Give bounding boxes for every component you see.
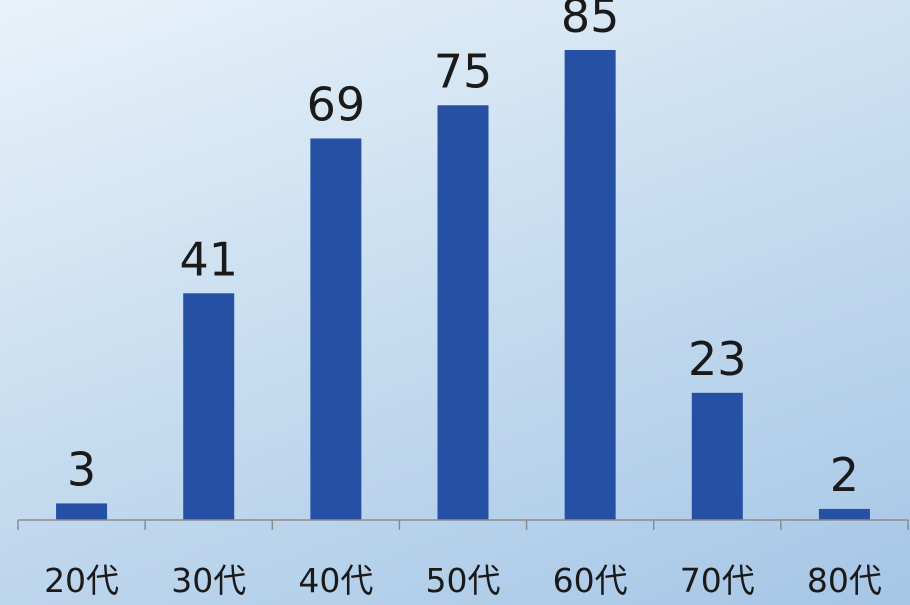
data-label-2: 41 (179, 232, 238, 286)
data-label-4: 75 (434, 44, 493, 98)
category-label-1: 20代 (44, 561, 119, 600)
data-label-7: 2 (830, 448, 859, 502)
category-label-2: 30代 (171, 561, 246, 600)
data-label-5: 85 (561, 0, 620, 43)
bar-1 (56, 503, 108, 520)
category-label-4: 50代 (426, 561, 501, 600)
category-label-3: 40代 (298, 561, 373, 600)
bars-group (56, 50, 870, 520)
category-label-7: 80代 (807, 561, 882, 600)
data-label-3: 69 (307, 77, 366, 131)
value-labels-group: 3 41 69 75 85 23 2 (67, 0, 859, 502)
data-label-6: 23 (688, 332, 747, 386)
category-label-6: 70代 (680, 561, 755, 600)
data-label-1: 3 (67, 442, 96, 496)
bar-6 (691, 392, 743, 520)
bar-2 (183, 293, 235, 520)
category-labels-group: 20代 30代 40代 50代 60代 70代 80代 (44, 561, 882, 600)
category-label-5: 60代 (553, 561, 628, 600)
x-axis-ticks (17, 520, 909, 530)
bar-7 (818, 508, 870, 520)
bar-3 (310, 138, 362, 520)
bar-5 (564, 50, 616, 520)
bar-4 (437, 105, 489, 520)
